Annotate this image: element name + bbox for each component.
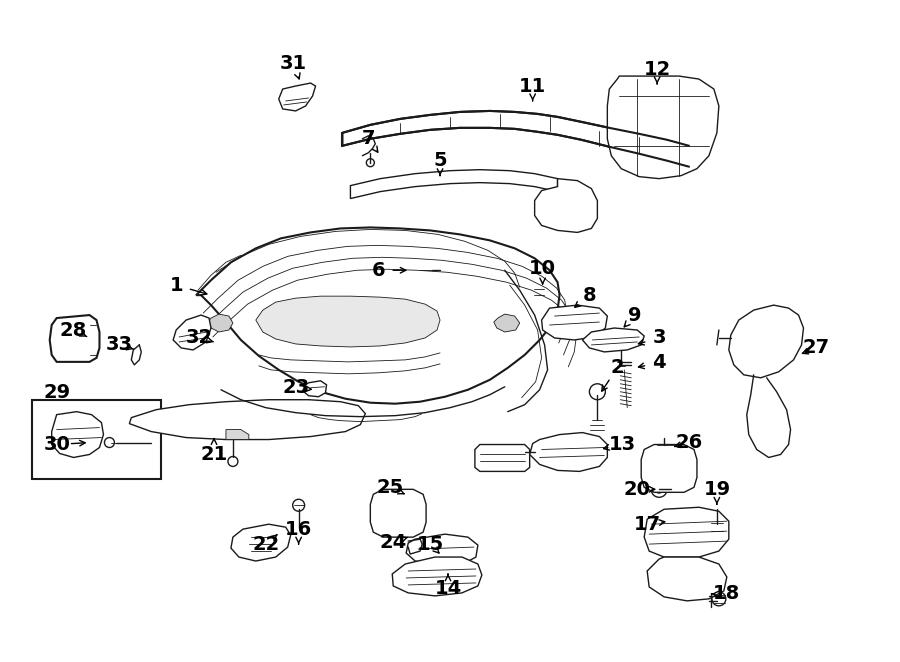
Text: 10: 10 <box>529 259 556 278</box>
Circle shape <box>653 451 685 483</box>
Text: 21: 21 <box>201 445 228 464</box>
Text: 3: 3 <box>652 328 666 348</box>
Polygon shape <box>406 534 478 564</box>
Circle shape <box>710 520 724 534</box>
Polygon shape <box>173 315 211 350</box>
Text: 26: 26 <box>675 433 703 452</box>
Circle shape <box>336 410 346 420</box>
Text: 14: 14 <box>435 579 462 598</box>
Text: 8: 8 <box>582 285 596 305</box>
Text: 31: 31 <box>280 54 307 73</box>
Polygon shape <box>256 296 440 347</box>
Bar <box>530 285 547 303</box>
Polygon shape <box>226 430 248 440</box>
Circle shape <box>58 326 86 354</box>
Text: 23: 23 <box>282 378 310 397</box>
Polygon shape <box>641 444 697 493</box>
Text: 32: 32 <box>185 328 212 348</box>
Circle shape <box>514 446 526 459</box>
Text: 22: 22 <box>252 535 279 553</box>
Circle shape <box>161 416 171 426</box>
Circle shape <box>292 499 304 511</box>
Text: 18: 18 <box>713 585 741 603</box>
Polygon shape <box>392 557 482 596</box>
Text: 33: 33 <box>106 336 133 354</box>
Text: 15: 15 <box>417 535 444 553</box>
Text: 28: 28 <box>60 320 87 340</box>
Polygon shape <box>343 111 689 167</box>
Text: 13: 13 <box>608 435 635 454</box>
Text: 25: 25 <box>376 478 404 497</box>
Bar <box>32 400 161 479</box>
Polygon shape <box>50 315 100 362</box>
Polygon shape <box>644 507 729 557</box>
Polygon shape <box>231 524 291 561</box>
Circle shape <box>712 592 725 606</box>
Circle shape <box>391 504 406 520</box>
Polygon shape <box>208 314 233 332</box>
Circle shape <box>662 459 677 475</box>
Text: 12: 12 <box>644 60 670 79</box>
Circle shape <box>104 438 114 448</box>
Circle shape <box>590 384 606 400</box>
Text: 17: 17 <box>634 514 661 534</box>
Polygon shape <box>647 557 727 601</box>
Polygon shape <box>535 179 598 232</box>
Polygon shape <box>130 400 365 440</box>
Text: 20: 20 <box>624 480 651 499</box>
Text: 4: 4 <box>652 354 666 372</box>
Polygon shape <box>542 305 608 340</box>
Circle shape <box>415 265 425 275</box>
Polygon shape <box>475 444 530 471</box>
Circle shape <box>652 481 667 497</box>
Text: 11: 11 <box>519 77 546 95</box>
Circle shape <box>424 562 452 590</box>
Circle shape <box>285 410 296 420</box>
Circle shape <box>382 496 414 528</box>
Text: 16: 16 <box>285 520 312 539</box>
Circle shape <box>216 414 226 424</box>
Polygon shape <box>51 412 104 457</box>
Circle shape <box>64 332 79 348</box>
Polygon shape <box>582 328 644 352</box>
Polygon shape <box>279 83 316 111</box>
Text: 29: 29 <box>43 383 70 402</box>
Polygon shape <box>370 489 426 537</box>
Circle shape <box>613 334 629 350</box>
Polygon shape <box>196 228 560 404</box>
Text: 19: 19 <box>703 480 731 499</box>
Polygon shape <box>494 314 519 332</box>
Text: 30: 30 <box>43 435 70 454</box>
Circle shape <box>68 337 75 343</box>
Text: 6: 6 <box>372 261 385 280</box>
Text: 9: 9 <box>628 306 642 324</box>
Polygon shape <box>608 76 719 179</box>
Text: 7: 7 <box>362 129 375 148</box>
Text: 2: 2 <box>610 358 624 377</box>
Polygon shape <box>729 305 804 378</box>
Text: 27: 27 <box>803 338 830 357</box>
Text: 5: 5 <box>433 151 447 170</box>
Polygon shape <box>530 432 608 471</box>
Circle shape <box>410 260 430 280</box>
Polygon shape <box>302 381 327 397</box>
Polygon shape <box>350 169 557 199</box>
Circle shape <box>248 532 273 556</box>
Text: 24: 24 <box>380 533 407 551</box>
Text: 1: 1 <box>169 275 183 295</box>
